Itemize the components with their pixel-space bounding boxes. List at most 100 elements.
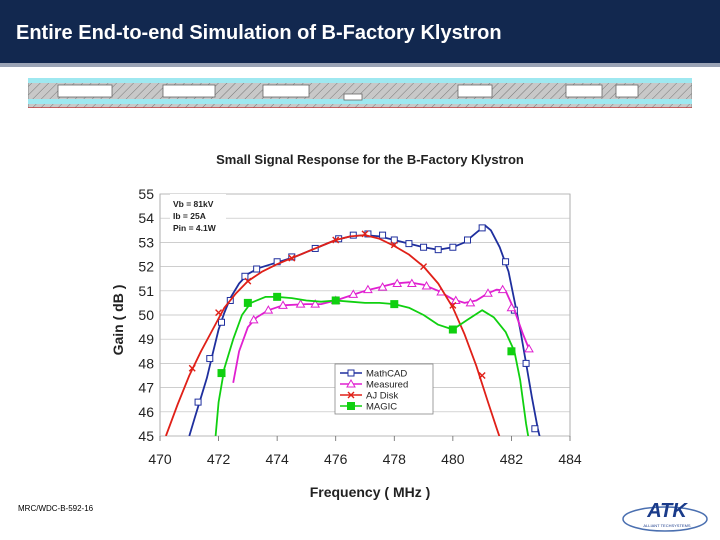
- x-axis-label: Frequency ( MHz ): [310, 484, 431, 500]
- legend-marker-0: [347, 369, 355, 377]
- legend-label-0: MathCAD: [366, 369, 407, 380]
- y-tick-label-48: 48: [138, 355, 154, 371]
- y-tick-label-47: 47: [138, 380, 154, 396]
- y-axis-label: Gain ( dB ): [110, 285, 126, 356]
- series-2-point-7: [420, 263, 428, 271]
- y-tick-label-54: 54: [138, 210, 154, 226]
- x-tick-label-472: 472: [207, 451, 231, 467]
- series-2-point-9: [478, 372, 486, 379]
- series-3-point-3: [331, 296, 340, 305]
- title-bar: Entire End-to-end Simulation of B-Factor…: [0, 0, 720, 67]
- series-1-point-1: [263, 305, 274, 314]
- series-0-point-20: [502, 258, 510, 266]
- series-line-3: [214, 296, 530, 436]
- series-1-point-0: [248, 314, 259, 324]
- series-2-point-4: [332, 236, 340, 244]
- y-tick-label-53: 53: [138, 234, 154, 250]
- series-2-point-3: [288, 254, 296, 262]
- series-1-point-3: [295, 299, 306, 308]
- series-0-point-16: [434, 246, 442, 254]
- x-tick-label-480: 480: [441, 451, 465, 467]
- cavity-2: [162, 84, 216, 98]
- annotation-line-pin: Pin = 4.1W: [173, 223, 217, 233]
- klystron-beam-top: [28, 78, 692, 83]
- series-1-point-15: [483, 288, 493, 297]
- x-tick-label-470: 470: [148, 451, 172, 467]
- logo-subtext: ALLIANT TECHSYSTEMS: [643, 523, 691, 528]
- series-1-point-16: [497, 284, 508, 294]
- y-tick-label-49: 49: [138, 331, 154, 347]
- atk-logo: ATK ALLIANT TECHSYSTEMS: [622, 500, 708, 532]
- series-1-point-9: [392, 278, 403, 288]
- annotation-line-ib: Ib = 25A: [173, 211, 206, 221]
- x-tick-labels: 470 472 474 476 478 480 482 484: [148, 451, 582, 467]
- series-measured: [232, 278, 534, 383]
- series-2-point-8: [449, 301, 457, 309]
- annotation-box: [170, 194, 226, 236]
- y-tick-label-52: 52: [138, 259, 154, 275]
- series-0-point-0: [194, 398, 202, 406]
- series-0-point-1: [206, 355, 214, 363]
- klystron-cross-section-diagram: [28, 78, 692, 108]
- klystron-beam-bottom: [28, 99, 692, 104]
- x-tick-label-476: 476: [324, 451, 348, 467]
- series-layer: [165, 224, 541, 436]
- series-0-point-23: [531, 425, 539, 433]
- series-1-point-11: [421, 280, 432, 290]
- legend-label-3: MAGIC: [366, 402, 397, 413]
- series-1-point-13: [450, 295, 461, 304]
- series-0-point-18: [464, 236, 471, 244]
- series-1-point-18: [524, 343, 534, 353]
- series-0-point-12: [379, 231, 387, 239]
- series-0-point-15: [420, 243, 428, 251]
- cavity-6: [565, 84, 603, 98]
- cavity-1: [57, 84, 113, 98]
- x-tick-label-482: 482: [500, 451, 524, 467]
- x-tick-label-474: 474: [265, 451, 289, 467]
- cavity-5: [457, 84, 493, 98]
- series-0-point-4: [241, 272, 249, 280]
- cavity-7: [615, 84, 639, 98]
- cavity-4: [343, 93, 363, 101]
- chart-title: Small Signal Response for the B-Factory …: [216, 152, 524, 167]
- series-1-point-8: [377, 282, 388, 291]
- legend-label-2: AJ Disk: [366, 391, 398, 402]
- series-1-point-2: [278, 300, 288, 309]
- series-0-point-14: [405, 240, 413, 248]
- series-aj-disk: [165, 230, 501, 436]
- series-0-point-17: [449, 243, 457, 251]
- cavity-3: [262, 84, 310, 98]
- slide-title: Entire End-to-end Simulation of B-Factor…: [16, 22, 502, 44]
- y-tick-label-46: 46: [138, 404, 154, 420]
- series-3-point-0: [217, 369, 226, 378]
- series-1-point-17: [506, 302, 517, 312]
- series-1-point-14: [465, 297, 476, 307]
- series-3-point-2: [273, 292, 282, 301]
- logo-text: ATK: [646, 500, 688, 522]
- series-2-point-0: [188, 364, 196, 372]
- y-tick-label-51: 51: [138, 283, 154, 299]
- annotation-line-vb: Vb = 81kV: [173, 199, 214, 209]
- legend-marker-2: [347, 391, 355, 399]
- legend-marker-3: [347, 402, 355, 410]
- series-1-point-4: [310, 299, 321, 308]
- y-tick-labels: 45 46 47 48 49 50 51 52 53 54 55: [138, 186, 154, 444]
- series-0-point-13: [390, 236, 398, 244]
- series-0-point-22: [522, 359, 530, 367]
- x-tick-label-484: 484: [558, 451, 582, 467]
- legend-label-1: Measured: [366, 380, 408, 391]
- series-0-point-2: [218, 318, 225, 326]
- series-3-point-4: [390, 300, 399, 309]
- series-1-point-6: [348, 289, 359, 298]
- logo-swoosh: [622, 506, 708, 532]
- series-magic: [214, 292, 530, 436]
- parameter-annotation: Vb = 81kV Ib = 25A Pin = 4.1W: [170, 194, 226, 236]
- series-3-point-6: [507, 347, 516, 356]
- y-tick-label-45: 45: [138, 428, 154, 444]
- series-2-point-2: [244, 277, 252, 285]
- series-2-point-6: [390, 241, 398, 249]
- series-1-point-7: [363, 284, 373, 294]
- document-code: MRC/WDC-B-592-16: [18, 504, 94, 513]
- y-tick-label-55: 55: [138, 186, 154, 202]
